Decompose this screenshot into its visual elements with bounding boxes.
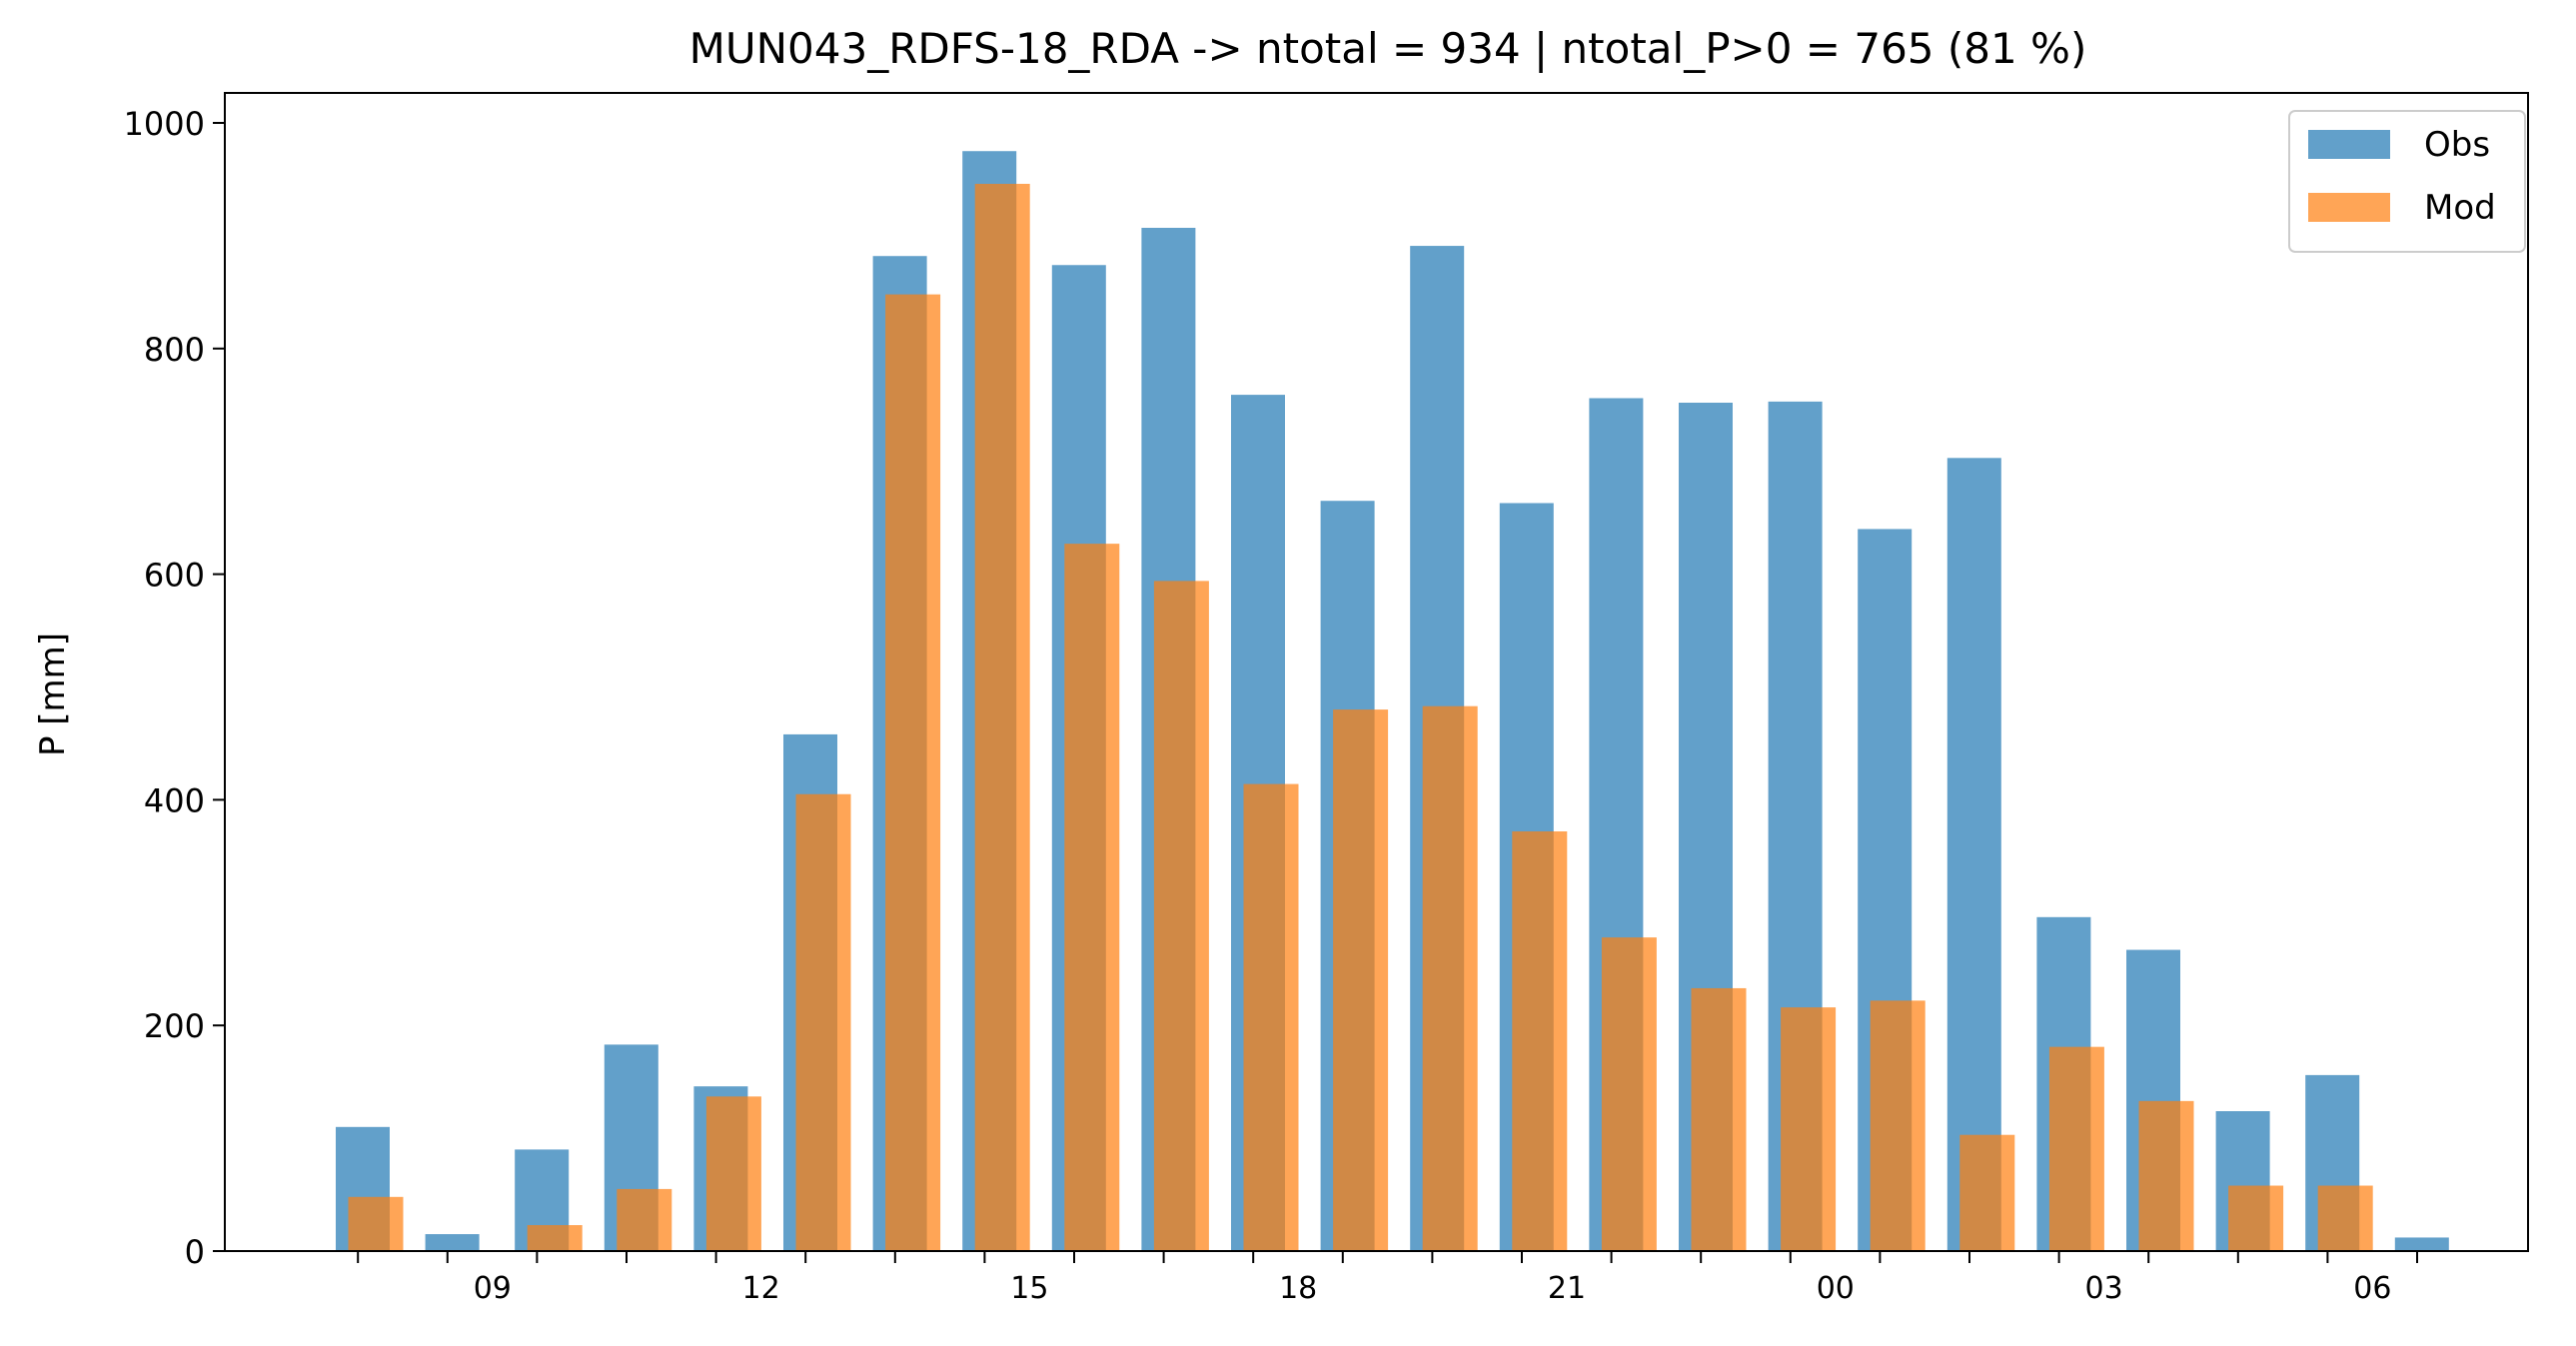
mod-bar-22 [1601, 937, 1657, 1251]
mod-bar-00 [1781, 1007, 1837, 1251]
y-tick-label-800: 800 [144, 331, 205, 369]
x-tick-label-12: 12 [742, 1271, 780, 1306]
x-tick-label-00: 00 [1817, 1271, 1855, 1306]
mod-bar-08 [348, 1196, 404, 1251]
mod-bar-02 [1959, 1134, 2015, 1251]
mod-bar-05 [2228, 1185, 2284, 1251]
chart-title: MUN043_RDFS-18_RDA -> ntotal = 934 | nto… [689, 24, 2087, 73]
mod-bar-11 [617, 1188, 672, 1251]
mod-bar-06 [2317, 1185, 2373, 1251]
mod-bar-14 [885, 294, 941, 1251]
y-axis-label: P [mm] [33, 633, 73, 756]
x-tick-label-06: 06 [2353, 1271, 2391, 1306]
mod-bar-13 [795, 793, 851, 1251]
mod-bar-21 [1512, 831, 1568, 1251]
axes-layer: 0 200 400 600 800 1000 09 12 15 18 21 00 03 06 [124, 92, 2529, 1306]
y-tick-label-200: 200 [144, 1007, 205, 1045]
mod-bar-10 [527, 1225, 583, 1251]
y-tick-label-400: 400 [144, 781, 205, 819]
legend-swatch-obs [2308, 130, 2390, 159]
mod-bar-17 [1153, 581, 1209, 1251]
mod-bar-01 [1870, 1000, 1926, 1251]
x-tick-label-09: 09 [474, 1271, 512, 1306]
y-tick-label-600: 600 [144, 557, 205, 595]
legend-label-obs: Obs [2424, 125, 2490, 165]
y-tick-label-1000: 1000 [124, 105, 205, 143]
bars-layer [336, 151, 2449, 1252]
x-tick-label-21: 21 [1548, 1271, 1586, 1306]
legend: Obs Mod [2288, 110, 2526, 253]
obs-bar-09 [425, 1234, 480, 1251]
x-tick-label-03: 03 [2085, 1271, 2123, 1306]
plot-frame [224, 92, 2529, 1252]
legend-swatch-mod [2308, 193, 2390, 222]
mod-bar-03 [2048, 1046, 2104, 1251]
mod-bar-15 [974, 183, 1030, 1251]
x-tick-label-15: 15 [1010, 1271, 1048, 1306]
mod-bar-23 [1691, 987, 1747, 1251]
mod-bar-16 [1064, 544, 1120, 1251]
mod-bar-04 [2138, 1100, 2194, 1251]
obs-bar-02 [1946, 458, 2001, 1251]
mod-bar-12 [705, 1096, 761, 1251]
y-tick-label-0: 0 [185, 1233, 205, 1271]
mod-bar-18 [1243, 783, 1299, 1251]
mod-bar-20 [1422, 705, 1478, 1251]
x-tick-label-18: 18 [1279, 1271, 1317, 1306]
obs-bar-07 [2394, 1237, 2449, 1251]
mod-bar-19 [1333, 709, 1389, 1251]
legend-label-mod: Mod [2424, 188, 2496, 228]
